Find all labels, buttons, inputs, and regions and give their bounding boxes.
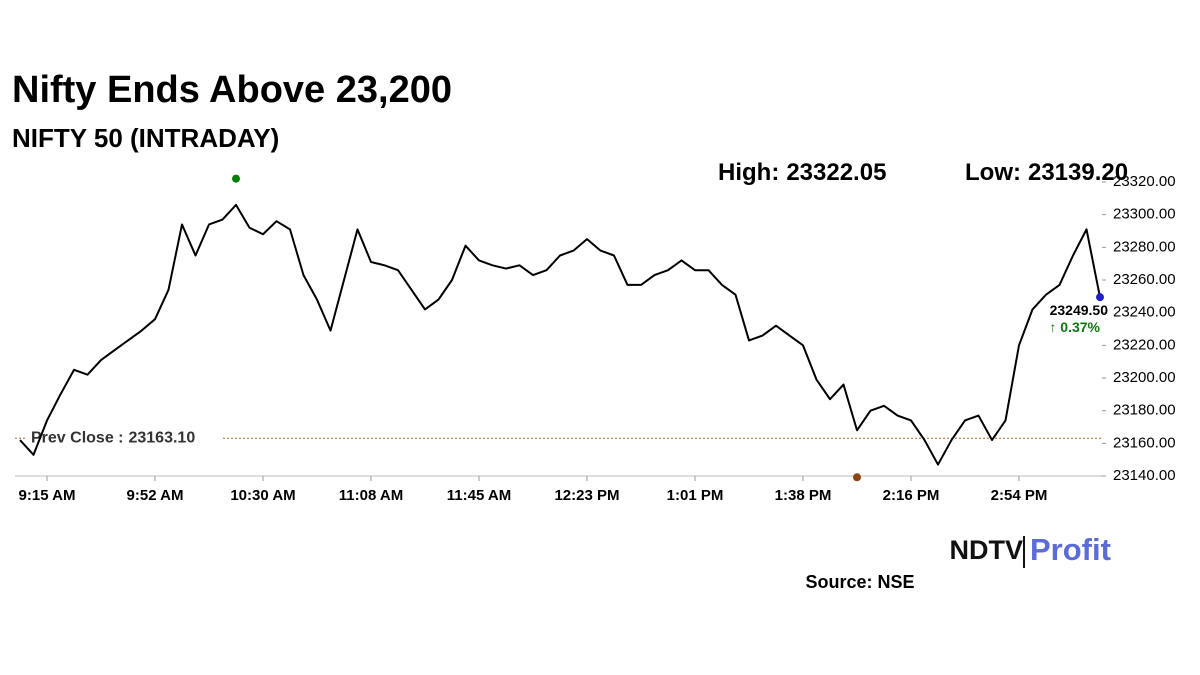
- prev-close-value: 23163.10: [128, 429, 195, 446]
- high-value: 23322.05: [786, 159, 886, 186]
- y-tick-label: 23260.00: [1113, 271, 1176, 288]
- x-tick-label: 1:38 PM: [775, 487, 832, 504]
- source: Source: NSE: [805, 572, 914, 592]
- logo-ndtv: NDTV: [950, 535, 1024, 565]
- last-value-label: 23249.50: [1050, 302, 1109, 318]
- y-tick-label: 23240.00: [1113, 304, 1176, 321]
- y-tick-label: 23180.00: [1113, 402, 1176, 419]
- x-tick-label: 9:15 AM: [19, 487, 76, 504]
- prev-close-bg: [26, 427, 222, 450]
- x-tick-label: 9:52 AM: [127, 487, 184, 504]
- x-tick-label: 10:30 AM: [230, 487, 295, 504]
- last-change-label: ↑ 0.37%: [1049, 319, 1100, 335]
- x-tick-label: 11:45 AM: [447, 487, 511, 504]
- y-tick-label: 23320.00: [1113, 173, 1176, 190]
- high-label: High: 23322.05: [718, 159, 886, 186]
- high-text: High:: [718, 159, 779, 186]
- low-text: Low:: [965, 159, 1021, 186]
- chart-subtitle: NIFTY 50 (INTRADAY): [12, 123, 279, 153]
- y-tick-label: 23140.00: [1113, 467, 1176, 484]
- x-tick-label: 2:54 PM: [991, 487, 1048, 504]
- y-tick-label: 23160.00: [1113, 434, 1176, 451]
- high-marker: [232, 174, 240, 183]
- y-tick-label: 23300.00: [1113, 206, 1176, 223]
- logo-profit: Profit: [1030, 532, 1111, 567]
- x-tick-label: 11:08 AM: [339, 487, 403, 504]
- last-marker: [1096, 293, 1104, 302]
- prev-close-text: Prev Close :: [31, 429, 123, 446]
- low-label: Low: 23139.20: [965, 159, 1128, 186]
- x-tick-label: 2:16 PM: [883, 487, 940, 504]
- y-tick-label: 23220.00: [1113, 336, 1176, 353]
- y-tick-label: 23280.00: [1113, 238, 1176, 255]
- chart-title: Nifty Ends Above 23,200: [12, 69, 452, 111]
- price-line: [19, 203, 1101, 466]
- low-value: 23139.20: [1028, 159, 1128, 186]
- low-marker: [853, 473, 861, 482]
- y-tick-label: 23200.00: [1113, 369, 1176, 386]
- x-tick-label: 12:23 PM: [554, 487, 619, 504]
- prev-close-label: Prev Close : 23163.10: [31, 429, 195, 446]
- x-tick-label: 1:01 PM: [667, 487, 724, 504]
